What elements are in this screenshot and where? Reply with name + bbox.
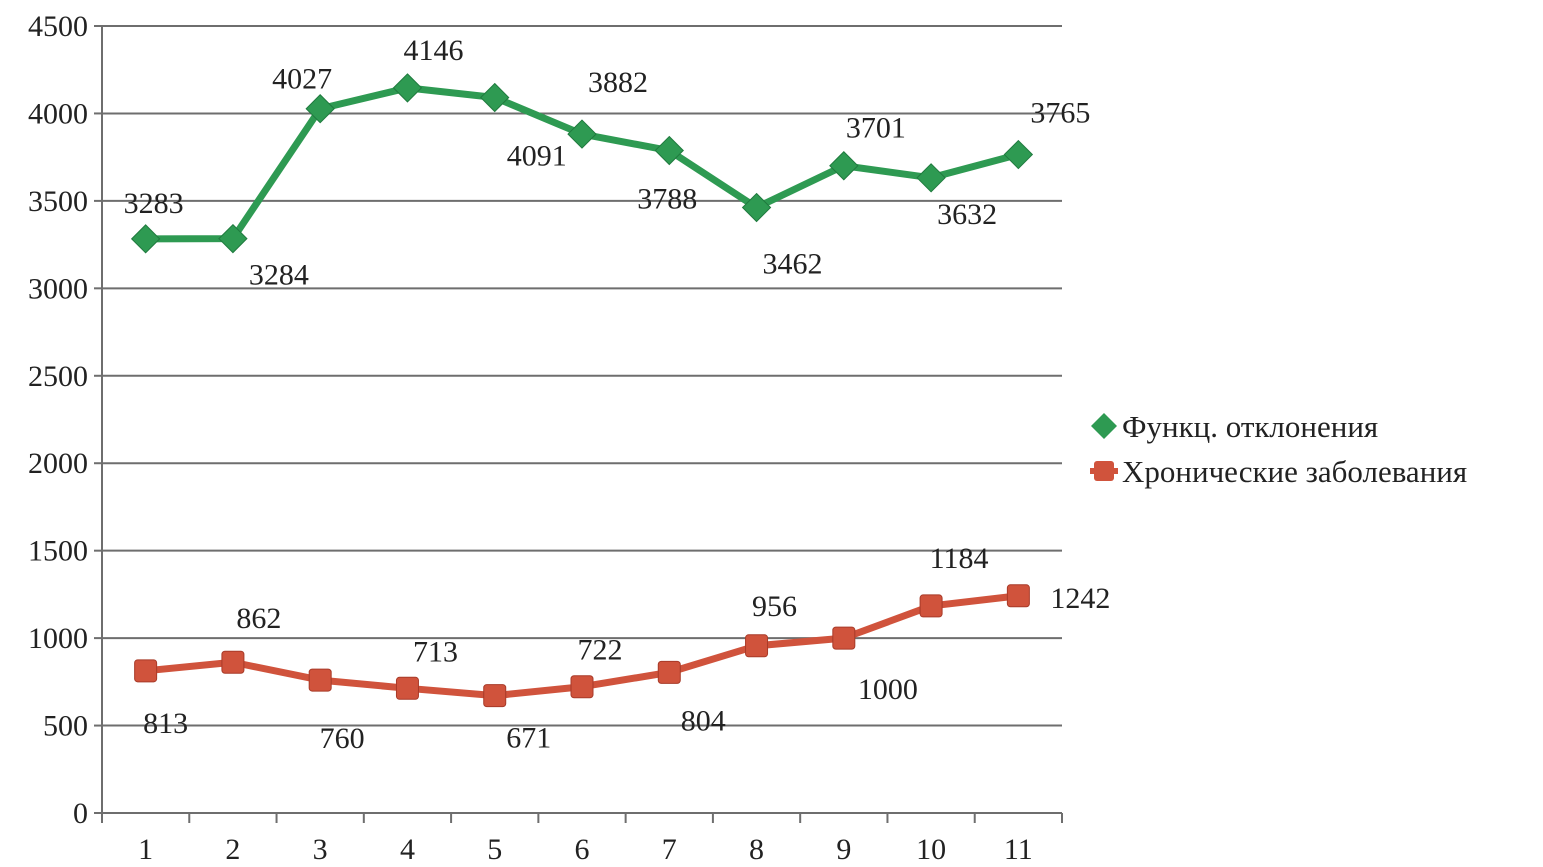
series-1: [130, 73, 1034, 254]
y-tick-label: 4500: [28, 10, 88, 43]
legend-marker: [1094, 461, 1114, 481]
data-label: 3765: [1030, 97, 1090, 130]
series-2-point: [1006, 584, 1030, 608]
data-label: 760: [320, 722, 365, 755]
series-1-point: [480, 82, 510, 113]
x-tick-label: 4: [400, 833, 415, 866]
data-labels: 3283 3284 4027 4146 4091 3882 3788 3462 3701 3632…: [124, 34, 1111, 755]
x-tick-label: 8: [749, 833, 764, 866]
data-label: 3701: [846, 112, 906, 145]
data-label: 3283: [124, 187, 184, 220]
data-label: 956: [752, 590, 797, 623]
series-1-point: [916, 163, 946, 193]
series-1-point: [305, 94, 335, 124]
series-2-point: [221, 650, 245, 674]
data-label: 804: [681, 704, 726, 737]
y-tick-label: 3500: [28, 185, 88, 218]
y-tick-label: 0: [73, 797, 88, 830]
data-label: 813: [143, 707, 188, 740]
series-1-line: [145, 84, 1020, 243]
data-label: 4027: [272, 63, 332, 96]
series-2-point: [745, 634, 769, 658]
y-tick-label: 500: [43, 710, 88, 743]
series-1-point: [741, 192, 772, 223]
x-tick-label: 5: [487, 833, 502, 866]
data-label: 3632: [937, 198, 997, 231]
x-tick-label: 7: [662, 833, 677, 866]
legend-item-2: Хронические заболевания: [1090, 454, 1467, 489]
x-tick-label: 2: [225, 833, 240, 866]
y-tick-label: 2500: [28, 360, 88, 393]
series-2-point: [483, 684, 507, 708]
data-label: 3788: [637, 183, 697, 216]
series-2-point: [308, 668, 332, 692]
series-2-point: [570, 675, 594, 699]
x-tick-label: 10: [916, 833, 946, 866]
data-label: 3882: [588, 66, 648, 99]
series-2-point: [657, 660, 681, 684]
series-2: [134, 584, 1030, 708]
series-1-point: [654, 135, 684, 166]
legend-marker: [1091, 413, 1117, 439]
data-label: 1242: [1050, 582, 1110, 615]
y-tick-label: 1000: [28, 622, 88, 655]
legend-item-1: Функц. отклонения: [1091, 409, 1378, 444]
data-label: 4146: [403, 34, 463, 67]
series-1-point: [829, 151, 859, 181]
series-2-point: [832, 626, 856, 650]
series-2-point: [919, 594, 943, 618]
legend-label: Хронические заболевания: [1122, 454, 1467, 489]
y-tick-label: 1500: [28, 535, 88, 568]
series-1-point: [392, 73, 423, 103]
x-tick-label: 1: [138, 833, 153, 866]
series-1-point: [1003, 139, 1034, 170]
data-label: 713: [413, 635, 458, 668]
series-layer: [130, 73, 1034, 708]
series-2-point: [395, 676, 419, 700]
data-label: 3462: [763, 248, 823, 281]
series-1-point: [567, 119, 597, 149]
x-tick-label: 9: [836, 833, 851, 866]
data-label: 671: [506, 722, 551, 755]
data-label: 1000: [858, 673, 918, 706]
series-1-point: [130, 224, 161, 254]
y-tick-label: 3000: [28, 272, 88, 305]
data-label: 722: [578, 634, 623, 667]
x-tick-label: 11: [1004, 833, 1033, 866]
x-tick-label: 3: [313, 833, 328, 866]
legend-label: Функц. отклонения: [1122, 409, 1378, 444]
legend: Функц. отклонения Хронические заболевания: [1090, 409, 1467, 489]
data-label: 862: [236, 602, 281, 635]
y-tick-label: 2000: [28, 447, 88, 480]
series-1-point: [218, 223, 248, 254]
data-label: 3284: [249, 259, 309, 292]
y-tick-label: 4000: [28, 97, 88, 130]
data-label: 1184: [930, 542, 989, 575]
series-2-point: [134, 659, 158, 683]
data-label: 4091: [507, 140, 567, 173]
x-tick-label: 6: [575, 833, 590, 866]
